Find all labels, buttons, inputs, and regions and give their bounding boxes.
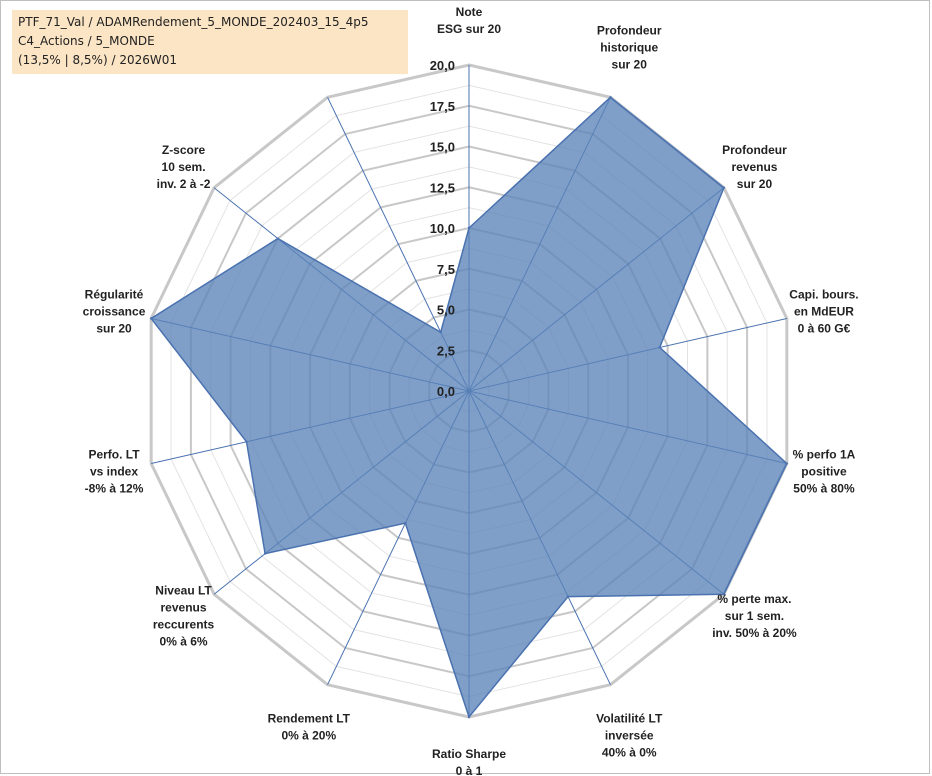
data-point bbox=[276, 237, 280, 240]
portfolio-params: (13,5% | 8,5%) / 2026W01 bbox=[18, 53, 177, 67]
data-point bbox=[722, 186, 726, 189]
axis-label: Rendement LT 0% à 20% bbox=[268, 711, 351, 742]
axis-label: % perfo 1A positive 50% à 80% bbox=[793, 448, 856, 496]
data-point bbox=[439, 331, 442, 334]
data-point bbox=[609, 96, 612, 99]
tick-label: 2,5 bbox=[437, 343, 455, 358]
tick-label: 5,0 bbox=[437, 303, 455, 318]
data-point bbox=[722, 593, 726, 596]
portfolio-title: PTF_71_Val / ADAMRendement_5_MONDE_20240… bbox=[18, 15, 369, 29]
data-point bbox=[467, 226, 471, 230]
tick-label: 10,0 bbox=[430, 221, 455, 236]
portfolio-info-box: PTF_71_Val / ADAMRendement_5_MONDE_20240… bbox=[12, 10, 408, 74]
axis-label: Régularité croissance sur 20 bbox=[83, 287, 146, 335]
data-point bbox=[404, 521, 407, 525]
axis-label: Ratio Sharpe 0 à 1 bbox=[432, 747, 506, 776]
axis-label: Z-score 10 sem. inv. 2 à -2 bbox=[157, 143, 211, 191]
data-point bbox=[263, 552, 267, 555]
data-point bbox=[785, 462, 789, 465]
data-point bbox=[467, 715, 471, 719]
portfolio-category: C4_Actions / 5_MONDE bbox=[18, 34, 155, 48]
data-point bbox=[658, 346, 661, 349]
axis-label: Volatilité LT inversée 40% à 0% bbox=[596, 711, 663, 759]
axis-label: Niveau LT revenus reccurents 0% à 6% bbox=[153, 583, 215, 648]
tick-label: 0,0 bbox=[437, 384, 455, 399]
tick-label: 17,5 bbox=[430, 99, 455, 114]
axis-label: Capi. bours. en MdEUR 0 à 60 G€ bbox=[789, 287, 858, 335]
tick-label: 7,5 bbox=[437, 262, 455, 277]
axis-label: Profondeur revenus sur 20 bbox=[722, 143, 787, 191]
axis-label: Profondeur historique sur 20 bbox=[597, 24, 662, 72]
tick-label: 20,0 bbox=[430, 58, 455, 73]
axis-label: Note ESG sur 20 bbox=[437, 5, 501, 36]
data-point bbox=[566, 595, 570, 598]
axis-label: Perfo. LT vs index -8% à 12% bbox=[85, 448, 144, 496]
data-point bbox=[149, 317, 153, 320]
tick-label: 15,0 bbox=[430, 140, 455, 155]
data-point bbox=[245, 440, 248, 443]
axis-label: % perte max. sur 1 sem. inv. 50% à 20% bbox=[712, 592, 797, 640]
tick-label: 12,5 bbox=[430, 180, 455, 195]
